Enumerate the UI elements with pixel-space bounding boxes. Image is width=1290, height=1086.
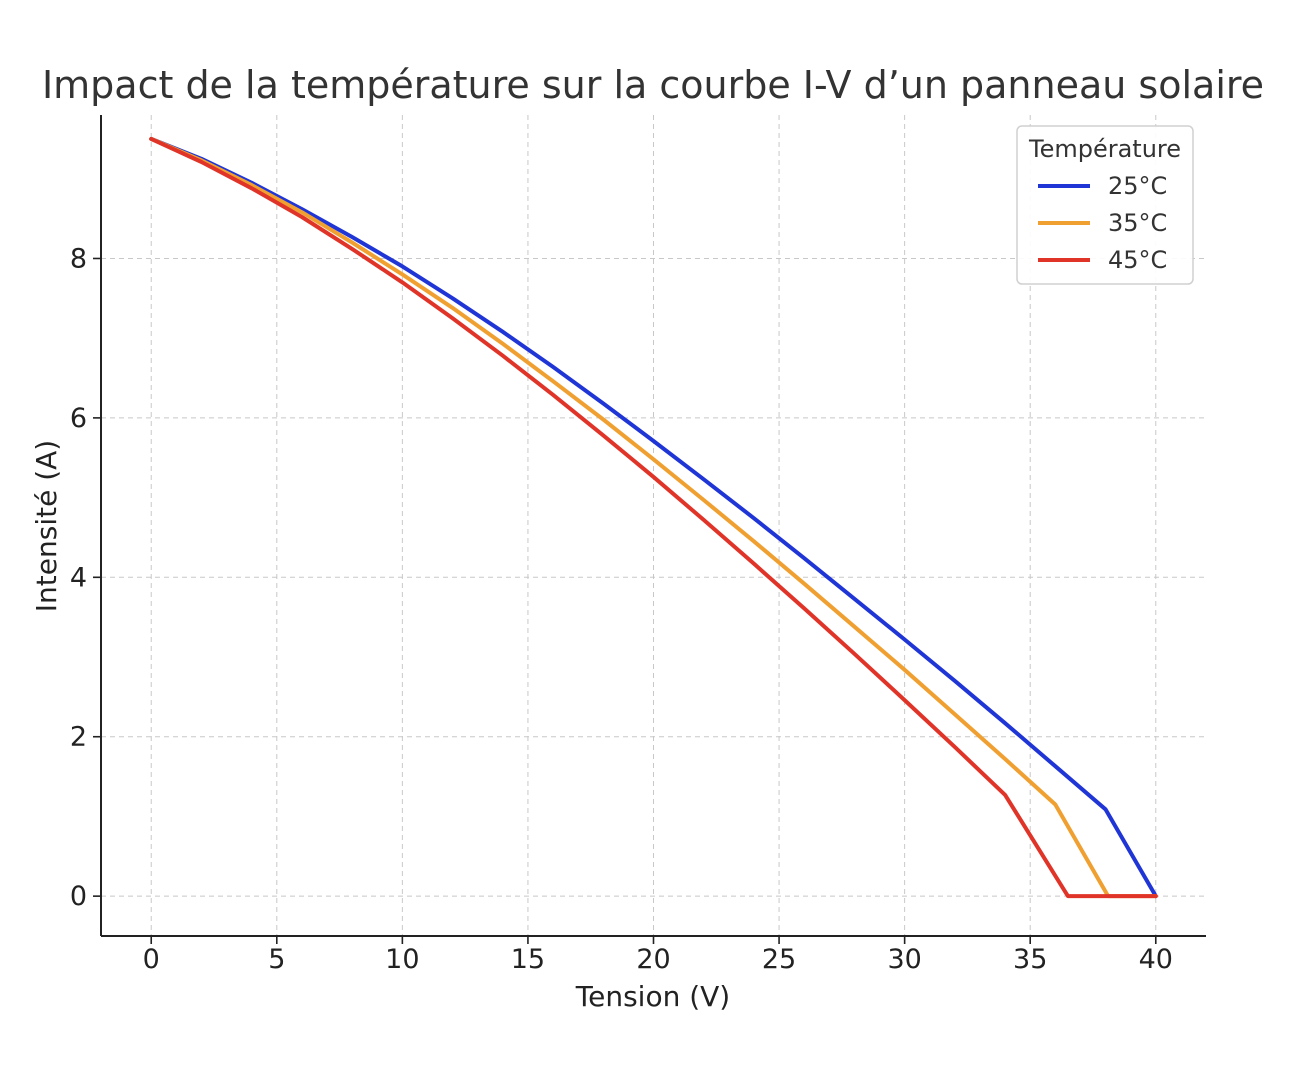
y-axis-ticks: 0 2 4 6 8 (70, 243, 101, 912)
series-line-25C (149, 136, 1158, 899)
legend: Température 25°C 35°C 45°C (1016, 125, 1194, 285)
legend-label: 45°C (1108, 246, 1167, 274)
x-tick-label: 20 (636, 944, 670, 975)
legend-items: 25°C 35°C 45°C (1038, 172, 1167, 274)
legend-title: Température (1028, 135, 1181, 163)
y-axis-label: Intensité (A) (30, 440, 63, 612)
x-tick-label: 0 (143, 944, 160, 975)
legend-label: 25°C (1108, 172, 1167, 200)
y-tick-label: 6 (70, 403, 87, 434)
legend-box (1016, 125, 1194, 285)
series-line-45C (149, 136, 1158, 899)
legend-label: 35°C (1108, 209, 1167, 237)
y-tick-label: 2 (70, 722, 87, 753)
y-tick-label: 0 (70, 881, 87, 912)
x-tick-label: 30 (887, 944, 921, 975)
x-tick-label: 40 (1139, 944, 1173, 975)
series-line-35C (149, 136, 1158, 899)
x-tick-label: 5 (268, 944, 285, 975)
y-tick-label: 4 (70, 562, 87, 593)
x-tick-label: 15 (511, 944, 545, 975)
chart-title: Impact de la température sur la courbe I… (42, 63, 1264, 107)
x-tick-label: 25 (762, 944, 796, 975)
x-axis-ticks: 0 5 10 15 20 25 30 35 40 (143, 936, 1173, 975)
x-axis-label: Tension (V) (575, 980, 730, 1013)
x-tick-label: 35 (1013, 944, 1047, 975)
x-tick-label: 10 (385, 944, 419, 975)
series-lines (149, 136, 1158, 899)
y-tick-label: 8 (70, 243, 87, 274)
